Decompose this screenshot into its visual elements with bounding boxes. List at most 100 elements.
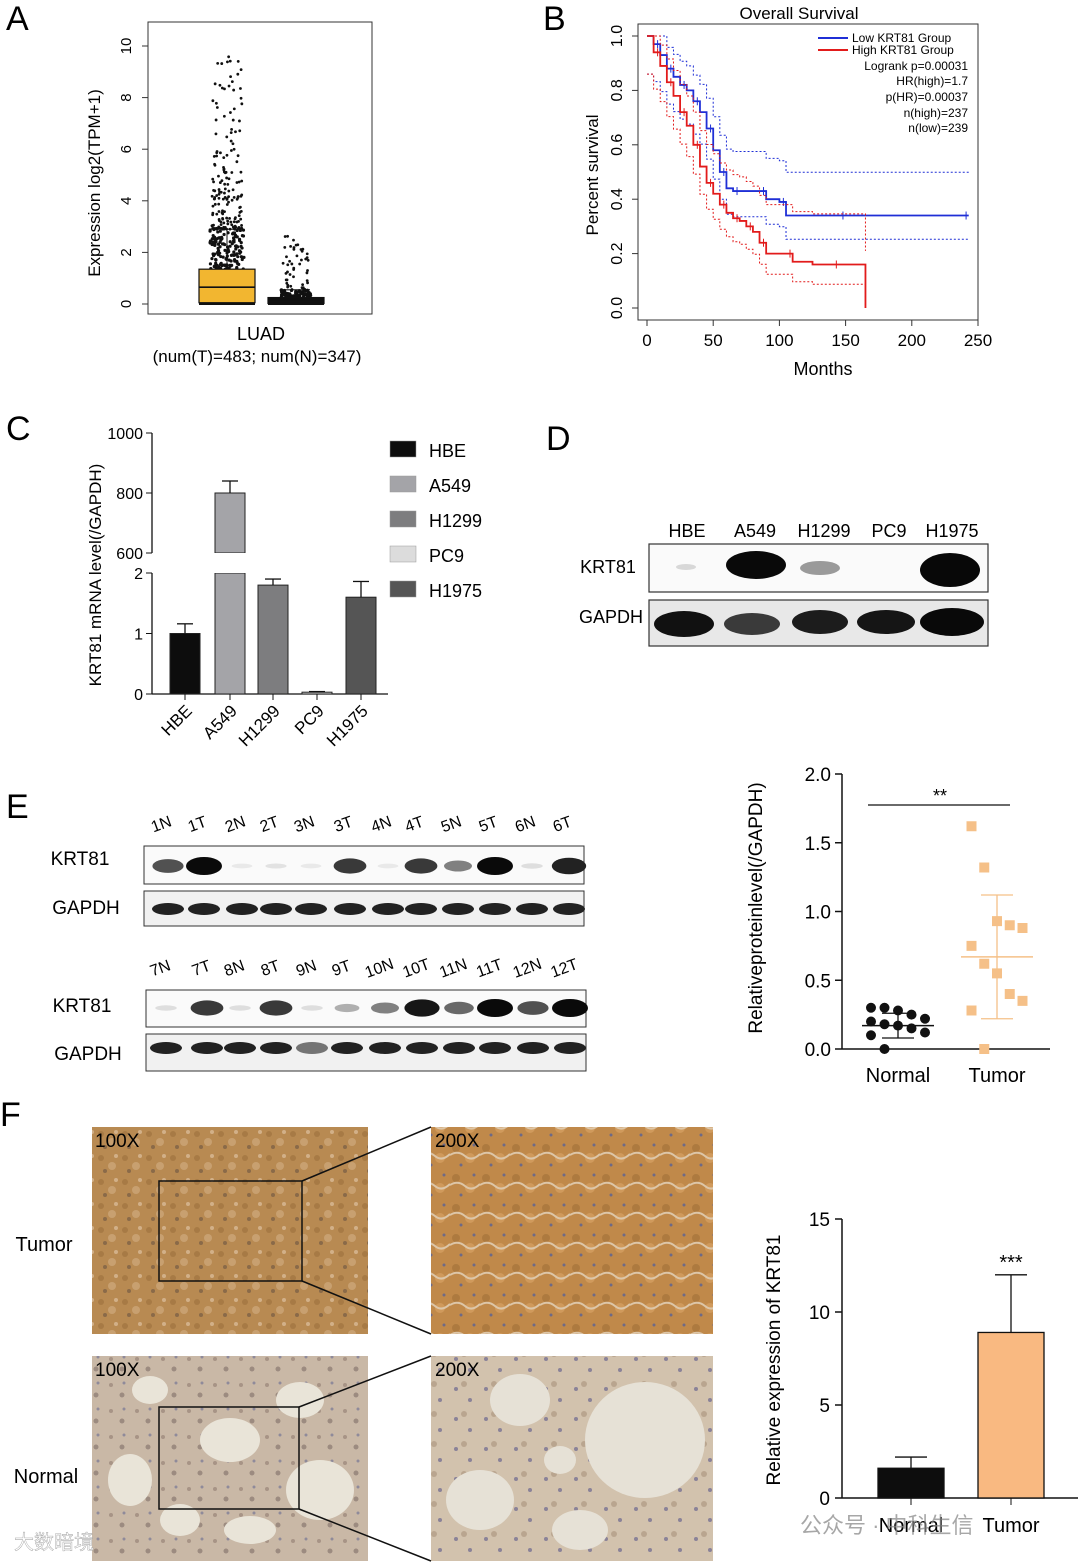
legend-phr: p(HR)=0.00037 bbox=[886, 90, 969, 104]
scatter-point bbox=[966, 1005, 977, 1016]
dense-point bbox=[233, 244, 238, 248]
scatter-ytick-label: 2.0 bbox=[805, 765, 831, 786]
outlier-point bbox=[230, 223, 234, 227]
outlier-point bbox=[211, 99, 215, 103]
dense-point bbox=[303, 292, 308, 296]
band-gapdh bbox=[405, 903, 437, 915]
outlier-point bbox=[239, 87, 242, 90]
panel-a-ytick-label: 10 bbox=[118, 38, 135, 55]
lane-label: 2T bbox=[258, 814, 282, 836]
band-gapdh bbox=[191, 1042, 223, 1054]
scatter-point bbox=[906, 1009, 917, 1020]
outlier-point bbox=[222, 114, 226, 118]
panel-a-boxplots bbox=[198, 55, 325, 305]
lane-label-h1299: H1299 bbox=[797, 521, 850, 541]
band-d-krt81-h1975 bbox=[920, 553, 980, 587]
scatter-point bbox=[1017, 923, 1028, 933]
outlier-point bbox=[301, 283, 305, 286]
dense-point bbox=[228, 244, 232, 248]
bar bbox=[345, 596, 377, 695]
legend-swatch-a549 bbox=[389, 475, 417, 493]
outlier-point bbox=[226, 182, 230, 186]
ihc-tumor-100x-label: 100X bbox=[95, 1131, 140, 1152]
dense-point bbox=[236, 255, 240, 259]
outlier-point bbox=[217, 219, 221, 223]
panel-f-bar-ylabel: Relative expression of KRT81 bbox=[764, 1235, 785, 1486]
outlier-point bbox=[285, 255, 288, 259]
dense-point bbox=[279, 293, 284, 297]
outlier-point bbox=[300, 249, 304, 253]
outlier-point bbox=[229, 75, 232, 79]
band-krt81 bbox=[552, 999, 588, 1017]
dense-point bbox=[286, 292, 290, 296]
panel-d-row-gapdh: GAPDH bbox=[579, 607, 643, 627]
outlier-point bbox=[210, 224, 214, 228]
dense-point bbox=[234, 247, 238, 251]
outlier-point bbox=[221, 197, 225, 201]
band-gapdh bbox=[516, 903, 548, 915]
band-krt81 bbox=[404, 858, 438, 874]
outlier-point bbox=[235, 160, 239, 164]
dense-point bbox=[218, 245, 222, 249]
outlier-point bbox=[305, 271, 309, 275]
scatter-point bbox=[1004, 920, 1015, 931]
lane-label: 7N bbox=[148, 957, 173, 980]
dense-point bbox=[240, 257, 244, 262]
outlier-point bbox=[225, 197, 229, 201]
bar-upper bbox=[214, 492, 246, 554]
panel-c-ytick-label: 600 bbox=[116, 546, 143, 563]
outlier-point bbox=[230, 171, 234, 174]
band-krt81 bbox=[477, 999, 513, 1017]
zoom-line-normal-top bbox=[298, 1355, 432, 1408]
band-gapdh bbox=[442, 903, 474, 915]
dense-point bbox=[298, 289, 302, 294]
outlier-point bbox=[217, 192, 221, 196]
lane-label: 4T bbox=[403, 814, 427, 836]
band-krt81 bbox=[265, 863, 287, 869]
ihc-tumor-200x-label: 200X bbox=[435, 1131, 480, 1152]
band-krt81 bbox=[404, 999, 440, 1017]
dense-point bbox=[239, 241, 243, 245]
outlier-point bbox=[236, 60, 240, 63]
legend-high: High KRT81 Group bbox=[852, 43, 954, 57]
outlier-point bbox=[218, 83, 222, 87]
panel-e-lanes-bottom: 7N 7T 8N 8T 9N 9T 10N 10T 11N 11T 12N 12T bbox=[148, 956, 581, 982]
panel-e-scatter: 0.0 0.5 1.0 1.5 2.0 Normal Tumor ** bbox=[805, 765, 1050, 1087]
panel-c: C KRT81 mRNA level(/GAPDH) 0 1 2 600 800 1000… bbox=[6, 410, 482, 750]
band-d-gapdh-a549 bbox=[724, 613, 780, 635]
band-gapdh bbox=[553, 903, 585, 915]
zoom-line-tumor-bottom bbox=[301, 1280, 432, 1335]
band-gapdh bbox=[443, 1042, 475, 1054]
legend-nlow: n(low)=239 bbox=[908, 121, 968, 135]
outlier-point bbox=[213, 82, 217, 86]
band-d-krt81-h1299 bbox=[800, 561, 840, 575]
outlier-point bbox=[306, 281, 309, 285]
ihc-tumor-zoom-box bbox=[158, 1180, 303, 1282]
boxplot-normal bbox=[267, 234, 325, 305]
band-gapdh bbox=[295, 903, 327, 915]
outlier-point bbox=[238, 206, 242, 210]
dense-point bbox=[306, 294, 310, 298]
outlier-point bbox=[215, 212, 219, 216]
outlier-point bbox=[212, 180, 215, 184]
outlier-point bbox=[237, 214, 241, 218]
scatter-point bbox=[979, 862, 990, 873]
alveolus bbox=[286, 1460, 354, 1520]
panel-b-xtick-label: 0 bbox=[642, 331, 651, 350]
outlier-point bbox=[231, 225, 235, 229]
band-krt81 bbox=[444, 860, 472, 872]
dense-point bbox=[223, 248, 227, 253]
outlier-point bbox=[229, 131, 233, 135]
dense-point bbox=[208, 228, 212, 232]
panel-c-ytick-label: 2 bbox=[134, 566, 143, 583]
outlier-point bbox=[286, 234, 290, 238]
dense-point bbox=[218, 229, 222, 233]
dense-point bbox=[232, 238, 236, 242]
outlier-point bbox=[305, 252, 309, 256]
dense-point bbox=[292, 294, 296, 298]
significance-label: ** bbox=[933, 786, 947, 806]
bar-ytick-label: 0 bbox=[819, 1489, 830, 1510]
band-krt81 bbox=[521, 863, 543, 869]
dense-point bbox=[221, 255, 225, 259]
outlier-point bbox=[223, 182, 227, 186]
